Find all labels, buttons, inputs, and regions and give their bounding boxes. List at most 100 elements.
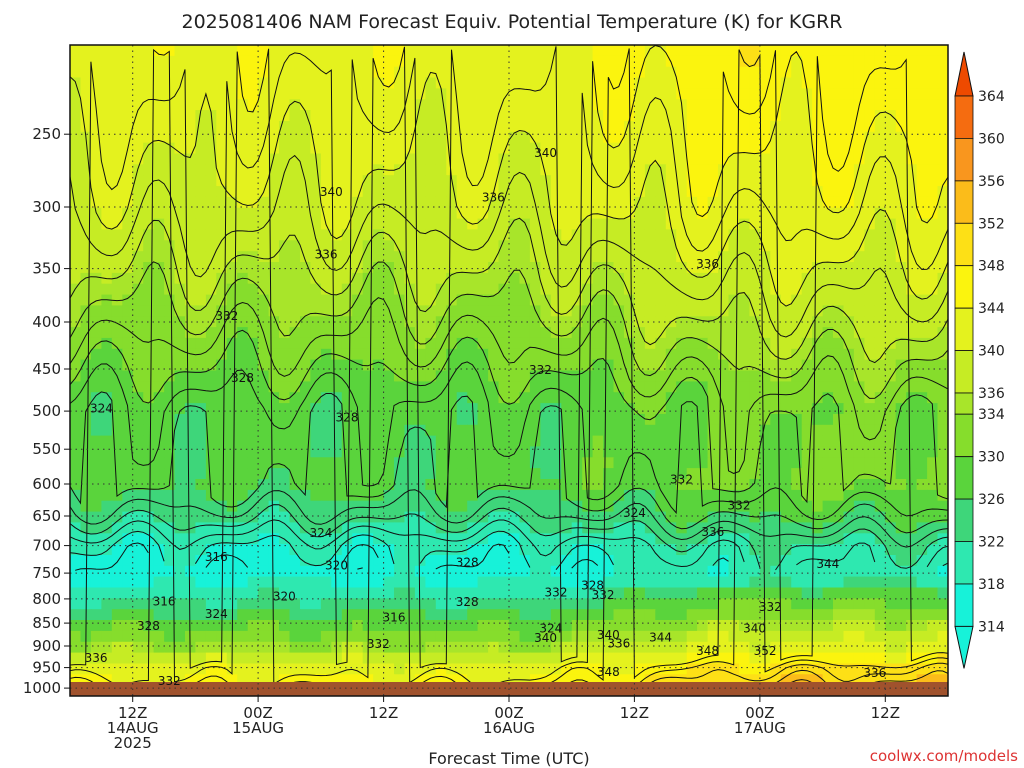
field-cell [320,229,332,241]
field-cell [205,55,217,68]
field-cell [864,294,876,306]
field-cell [111,435,123,447]
field-cell [425,641,437,654]
field-cell [320,446,332,458]
field-cell [718,598,730,610]
field-cell [592,370,604,382]
field-cell [582,272,594,285]
field-cell [300,565,312,578]
field-cell [425,468,437,480]
field-cell [111,131,123,144]
field-cell [791,66,803,79]
field-cell [394,66,406,79]
field-cell [435,218,447,230]
field-cell [655,457,667,469]
field-cell [634,620,646,632]
field-cell [195,381,207,393]
field-cell [707,468,719,480]
field-cell [895,457,907,469]
field-cell [749,413,761,426]
field-cell [216,544,228,556]
field-cell [843,175,855,187]
field-cell [613,500,625,513]
field-cell [289,316,301,328]
field-cell [383,457,395,469]
field-cell [770,359,782,372]
field-cell [937,457,948,469]
field-cell [153,446,165,458]
field-cell [791,652,803,665]
field-cell [644,88,656,100]
field-cell [644,240,656,252]
field-cell [446,207,458,220]
field-cell [132,370,144,382]
field-cell [519,598,531,610]
field-cell [237,337,249,350]
field-cell [352,110,364,122]
field-cell [906,533,918,545]
field-cell [665,522,677,534]
field-cell [874,66,886,79]
field-cell [268,598,280,610]
field-cell [613,207,625,220]
field-cell [174,251,186,263]
field-cell [540,196,552,209]
field-cell [697,272,709,285]
field-cell [644,348,656,361]
field-cell [874,88,886,100]
field-cell [153,186,165,198]
field-cell [111,77,123,89]
field-cell [268,468,280,480]
field-cell [707,142,719,155]
field-cell [843,598,855,610]
field-cell [279,229,291,241]
field-cell [185,555,197,567]
field-cell [927,500,939,513]
field-cell [174,142,186,155]
field-cell [822,359,834,372]
field-cell [164,598,176,610]
field-cell [853,348,865,361]
field-cell [185,435,197,447]
field-cell [331,576,343,589]
field-cell [331,175,343,187]
field-cell [362,196,374,209]
field-cell [582,175,594,187]
field-cell [613,359,625,372]
field-cell [425,131,437,144]
field-cell [143,164,155,176]
field-cell [780,207,792,220]
field-cell [561,45,573,57]
field-cell [310,576,322,589]
field-cell [864,164,876,176]
field-cell [90,251,102,263]
field-cell [550,392,562,404]
field-cell [603,446,615,458]
field-cell [759,522,771,534]
field-cell [185,283,197,296]
field-cell [174,479,186,491]
field-cell [582,479,594,491]
field-cell [843,446,855,458]
field-cell [822,565,834,578]
field-cell [927,359,939,372]
field-cell [874,196,886,209]
field-cell [540,479,552,491]
field-cell [791,294,803,306]
field-cell [540,348,552,361]
field-cell [509,576,521,589]
field-cell [268,99,280,111]
field-cell [279,45,291,57]
field-cell [394,609,406,621]
field-cell [404,565,416,578]
field-cell [237,153,249,165]
field-cell [791,327,803,339]
field-cell [310,110,322,122]
field-cell [435,66,447,79]
field-cell [101,468,113,480]
field-cell [80,381,92,393]
field-cell [707,511,719,523]
field-cell [853,327,865,339]
field-cell [676,337,688,350]
field-cell [540,381,552,393]
